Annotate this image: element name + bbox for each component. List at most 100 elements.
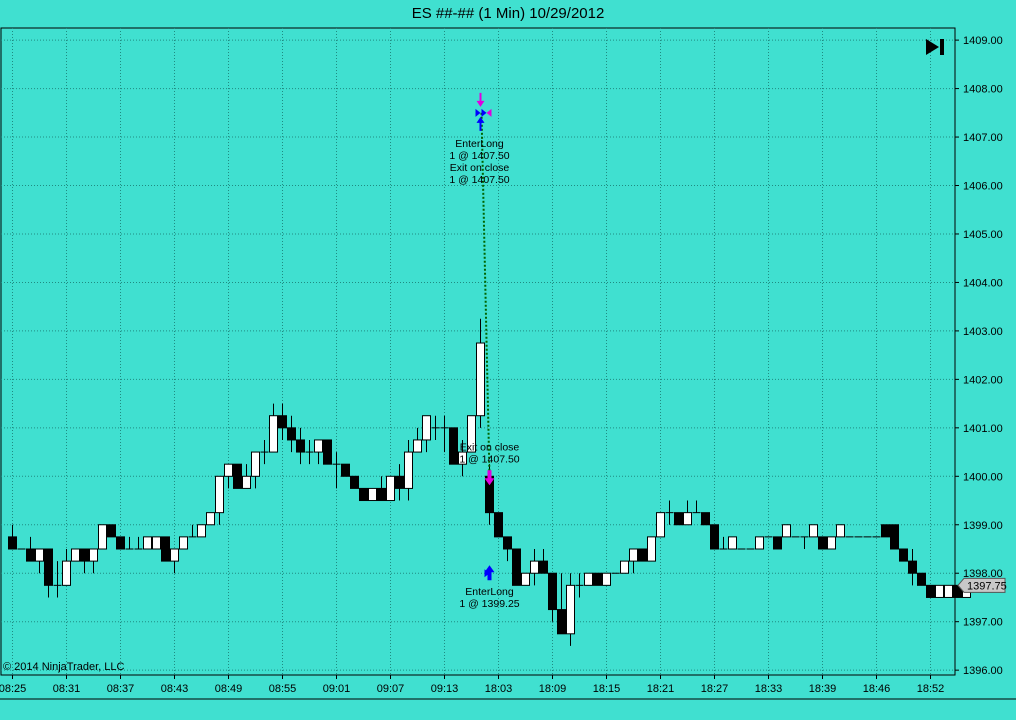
candle-up [629, 548, 638, 562]
candle-up [827, 536, 836, 550]
candle-down [881, 524, 890, 538]
candle-up [809, 524, 818, 538]
candle-down [548, 572, 557, 611]
trade-label: EnterLong [465, 586, 514, 598]
candle-down [161, 536, 170, 562]
x-tick-label: 18:39 [809, 683, 837, 695]
x-tick-label: 18:21 [647, 683, 675, 695]
y-tick-label: 1408.00 [963, 84, 1003, 96]
candle-down [323, 439, 332, 465]
candle-up [98, 524, 107, 550]
x-tick-label: 08:31 [53, 683, 81, 695]
x-tick-label: 18:46 [863, 683, 891, 695]
x-tick-label: 18:27 [701, 683, 729, 695]
candle-down [107, 524, 116, 538]
y-tick-label: 1401.00 [963, 423, 1003, 435]
candle-down [917, 572, 926, 586]
candle-down [233, 463, 242, 489]
trade-label: EnterLong [455, 138, 504, 150]
x-tick-label: 08:25 [0, 683, 26, 695]
x-tick-label: 18:15 [593, 683, 621, 695]
plot-frame [0, 27, 956, 676]
exit-fill-marker [486, 108, 492, 117]
candle-down [674, 512, 683, 526]
candle-up [755, 536, 764, 550]
candle-down [503, 536, 512, 550]
y-tick-label: 1397.00 [963, 617, 1003, 629]
candle-up [224, 463, 233, 477]
y-tick-label: 1398.00 [963, 568, 1003, 580]
candle-down [26, 548, 35, 562]
candle-up [143, 536, 152, 550]
candle-up [458, 451, 467, 465]
candle-up [530, 560, 539, 574]
candle-up [467, 415, 476, 453]
y-tick-label: 1403.00 [963, 326, 1003, 338]
candle-down [377, 487, 386, 502]
x-tick-label: 18:09 [539, 683, 567, 695]
candle-down [818, 536, 827, 550]
exit-arrow-icon [484, 470, 495, 486]
trade-label: 1 @ 1407.50 [459, 453, 519, 465]
candle-up [152, 536, 161, 550]
candle-up [683, 512, 692, 526]
candle-up [836, 524, 845, 538]
candle-up [206, 512, 215, 526]
candle-up [602, 572, 611, 586]
candle-down [350, 475, 359, 489]
candle-down [449, 427, 458, 465]
x-tick-label: 09:01 [323, 683, 351, 695]
y-tick-label: 1402.00 [963, 374, 1003, 386]
candle-up [314, 439, 323, 453]
candle-up [170, 548, 179, 562]
y-tick-label: 1405.00 [963, 229, 1003, 241]
trade-label: Exit on close [450, 162, 510, 174]
candle-down [287, 427, 296, 441]
candle-up [197, 524, 206, 538]
x-tick-label: 08:49 [215, 683, 243, 695]
candle-down [908, 560, 917, 574]
x-tick-label: 18:52 [917, 683, 945, 695]
candle-down [512, 548, 521, 586]
candle-up [386, 475, 395, 502]
candle-up [242, 475, 251, 489]
candle-up [413, 439, 422, 453]
candle-up [476, 342, 485, 417]
last-price-label: 1397.75 [967, 580, 1007, 592]
candle-down [341, 463, 350, 477]
candle-down [116, 536, 125, 550]
candle-up [368, 487, 377, 502]
last-price-marker [957, 577, 1006, 593]
candle-down [899, 548, 908, 562]
candle-up [62, 560, 71, 586]
candle-up [521, 572, 530, 586]
y-tick-label: 1406.00 [963, 181, 1003, 193]
candle-down [539, 560, 548, 574]
y-tick-label: 1409.00 [963, 35, 1003, 47]
candle-down [80, 548, 89, 562]
x-tick-label: 09:13 [431, 683, 459, 695]
candle-down [926, 584, 935, 598]
candle-up [179, 536, 188, 550]
candle-up [404, 451, 413, 489]
x-tick-label: 08:55 [269, 683, 297, 695]
skip-to-end-icon[interactable] [924, 37, 946, 57]
candle-down [557, 609, 566, 635]
candle-up [422, 415, 431, 441]
x-tick-label: 08:43 [161, 683, 189, 695]
candle-down [395, 475, 404, 489]
entry-fill-marker [481, 108, 487, 117]
trade-label: Exit on close [460, 441, 520, 453]
candle-down [638, 548, 647, 562]
entry-fill-marker [475, 108, 481, 117]
exit-arrow-icon [476, 92, 485, 107]
candle-up [944, 584, 953, 598]
trade-label: 1 @ 1407.50 [449, 174, 509, 186]
x-tick-label: 08:37 [107, 683, 135, 695]
trade-label: 1 @ 1399.25 [459, 598, 519, 610]
candle-up [584, 572, 593, 586]
x-tick-label: 18:03 [485, 683, 513, 695]
candle-down [8, 536, 17, 550]
